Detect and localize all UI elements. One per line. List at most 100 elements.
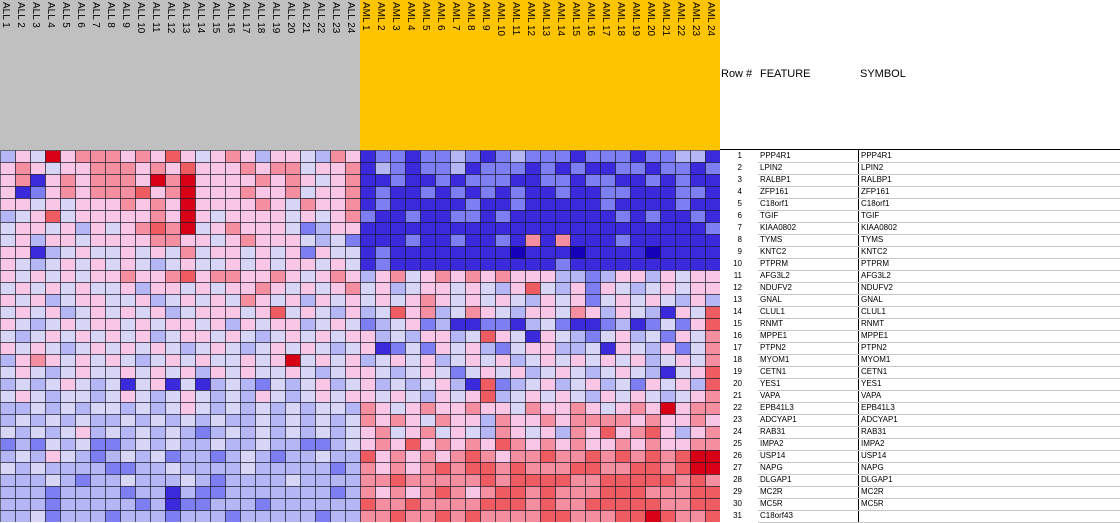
heatmap-cell — [660, 450, 676, 463]
heatmap-cell — [255, 306, 271, 319]
heatmap-cell — [555, 402, 571, 415]
row-number: 5 — [737, 199, 742, 208]
heatmap-cell — [675, 318, 691, 331]
heatmap-cell — [645, 474, 661, 487]
heatmap-cell — [165, 210, 181, 223]
heatmap-cell — [225, 474, 241, 487]
heatmap-cell — [465, 162, 481, 175]
heatmap-cell — [615, 306, 631, 319]
heatmap-cell — [540, 234, 556, 247]
heatmap-cell — [690, 198, 706, 211]
heatmap-cell — [585, 390, 601, 403]
row-number: 21 — [733, 391, 742, 400]
symbol-name: MYOM1 — [861, 355, 891, 364]
heatmap-cell — [555, 486, 571, 499]
heatmap-cell — [420, 510, 436, 522]
heatmap-cell — [255, 210, 271, 223]
heatmap-cell — [225, 486, 241, 499]
feature-name: NDUFV2 — [760, 283, 793, 292]
heatmap-cell — [330, 390, 346, 403]
heatmap-cell — [270, 342, 286, 355]
heatmap-cell — [435, 474, 451, 487]
heatmap-cell — [225, 330, 241, 343]
heatmap-cell — [375, 354, 391, 367]
heatmap-cell — [240, 486, 256, 499]
heatmap-cell — [510, 198, 526, 211]
row-divider — [758, 174, 1120, 175]
heatmap-cell — [435, 222, 451, 235]
heatmap-cell — [60, 354, 76, 367]
heatmap-cell — [75, 282, 91, 295]
heatmap-cell — [270, 282, 286, 295]
heatmap-cell — [675, 342, 691, 355]
heatmap-cell — [0, 270, 16, 283]
heatmap-cell — [510, 246, 526, 259]
heatmap-cell — [150, 438, 166, 451]
heatmap-cell — [210, 210, 226, 223]
heatmap-cell — [240, 246, 256, 259]
heatmap-cell — [285, 150, 301, 163]
heatmap-cell — [240, 222, 256, 235]
heatmap-cell — [660, 402, 676, 415]
heatmap-cell — [60, 258, 76, 271]
heatmap-cell — [600, 330, 616, 343]
column-label: AML 24 — [705, 2, 716, 37]
heatmap-cell — [0, 294, 16, 307]
heatmap-cell — [345, 390, 361, 403]
heatmap-cell — [60, 162, 76, 175]
heatmap-cell — [555, 234, 571, 247]
heatmap-cell — [675, 282, 691, 295]
heatmap-cell — [225, 282, 241, 295]
heatmap-cell — [420, 486, 436, 499]
heatmap-cell — [270, 462, 286, 475]
class-bar-all — [315, 0, 330, 150]
heatmap-cell — [600, 198, 616, 211]
heatmap-cell — [180, 210, 196, 223]
heatmap-cell — [45, 330, 61, 343]
feature-name: VAPA — [760, 391, 781, 400]
heatmap-cell — [165, 342, 181, 355]
heatmap-cell — [375, 450, 391, 463]
heatmap-cell — [75, 330, 91, 343]
heatmap-cell — [240, 330, 256, 343]
heatmap-cell — [225, 438, 241, 451]
heatmap-cell — [105, 390, 121, 403]
heatmap-cell — [225, 510, 241, 522]
heatmap-cell — [525, 162, 541, 175]
heatmap-cell — [555, 438, 571, 451]
heatmap-cell — [495, 498, 511, 511]
heatmap-cell — [240, 234, 256, 247]
heatmap-cell — [405, 246, 421, 259]
heatmap-cell — [585, 186, 601, 199]
heatmap-cell — [630, 330, 646, 343]
heatmap-cell — [375, 258, 391, 271]
heatmap-cell — [120, 390, 136, 403]
heatmap-cell — [30, 414, 46, 427]
row-number: 22 — [733, 403, 742, 412]
heatmap-cell — [570, 390, 586, 403]
column-label: AML 10 — [495, 2, 506, 37]
row-number-header: Row # — [721, 68, 753, 80]
symbol-name: NAPG — [861, 463, 884, 472]
heatmap-cell — [0, 390, 16, 403]
row-divider — [758, 498, 1120, 499]
heatmap-cell — [465, 174, 481, 187]
heatmap-cell — [510, 258, 526, 271]
symbol-name: CETN1 — [861, 367, 888, 376]
heatmap-cell — [435, 354, 451, 367]
heatmap-cell — [510, 390, 526, 403]
heatmap-cell — [15, 294, 31, 307]
heatmap-cell — [390, 498, 406, 511]
heatmap-cell — [105, 258, 121, 271]
heatmap-cell — [570, 282, 586, 295]
heatmap-cell — [225, 414, 241, 427]
heatmap-cell — [525, 174, 541, 187]
heatmap-cell — [540, 366, 556, 379]
heatmap-cell — [630, 498, 646, 511]
heatmap-cell — [510, 306, 526, 319]
heatmap-cell — [300, 510, 316, 522]
heatmap-cell — [90, 282, 106, 295]
heatmap-cell — [45, 198, 61, 211]
heatmap-cell — [420, 498, 436, 511]
heatmap-cell — [645, 258, 661, 271]
